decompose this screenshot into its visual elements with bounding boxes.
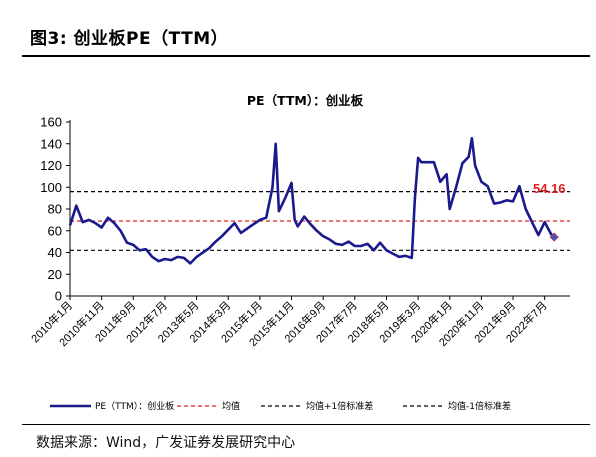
legend-item-pe-label: PE（TTM）：创业板 — [95, 400, 174, 412]
bottom-rule — [22, 424, 590, 425]
y-tick-label: 140 — [40, 136, 62, 151]
legend-item-mean-plus-std-label: 均值+1倍标准差 — [306, 400, 373, 412]
y-tick-label: 0 — [55, 289, 62, 304]
latest-value-label: 54.16 — [533, 181, 566, 196]
pe-series-line — [68, 137, 556, 265]
legend: PE（TTM）：创业板 均值 均值+1倍标准差 均值-1倍标准差 — [50, 400, 511, 412]
series-layer — [68, 137, 556, 265]
y-tick-label: 80 — [48, 202, 62, 217]
y-tick-label: 160 — [40, 115, 62, 130]
legend-item-mean-label: 均值 — [222, 400, 240, 412]
source-note: 数据来源：Wind，广发证券发展研究中心 — [36, 435, 296, 451]
y-tick-label: 120 — [40, 158, 62, 173]
reference-lines — [70, 191, 570, 251]
legend-item-mean-minus-std-label: 均值-1倍标准差 — [448, 400, 511, 412]
annotation-layer: 54.16 — [533, 181, 566, 242]
latest-point-marker — [549, 232, 559, 242]
y-tick-label: 100 — [40, 180, 62, 195]
figure-title: 图3: 创业板PE（TTM） — [30, 29, 229, 49]
y-tick-label: 60 — [48, 223, 62, 238]
y-tick-label: 20 — [48, 267, 62, 282]
top-rule — [22, 55, 590, 57]
chart-title: PE（TTM）：创业板 — [247, 93, 364, 108]
y-tick-label: 40 — [48, 245, 62, 260]
x-axis: 2010年1月2010年11月2011年9月2012年7月2013年5月2014… — [28, 295, 570, 349]
y-axis: 0 20 40 60 80 100 120 140 160 — [40, 115, 71, 304]
